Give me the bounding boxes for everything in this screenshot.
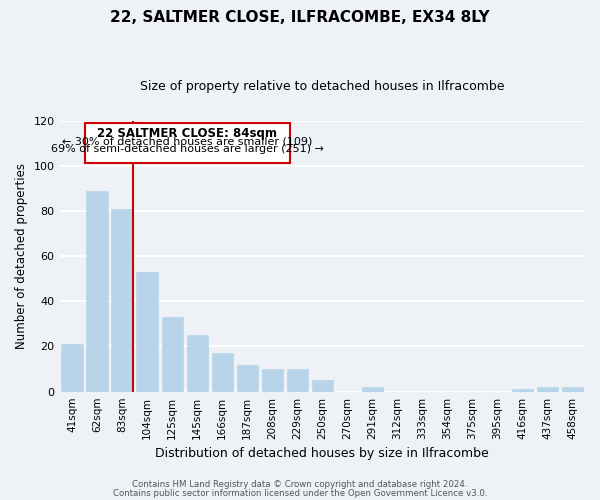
Bar bbox=[537, 387, 558, 392]
X-axis label: Distribution of detached houses by size in Ilfracombe: Distribution of detached houses by size … bbox=[155, 447, 489, 460]
Bar bbox=[86, 190, 108, 392]
Bar bbox=[311, 380, 333, 392]
Text: 69% of semi-detached houses are larger (251) →: 69% of semi-detached houses are larger (… bbox=[51, 144, 323, 154]
Y-axis label: Number of detached properties: Number of detached properties bbox=[15, 163, 28, 349]
FancyBboxPatch shape bbox=[85, 123, 290, 164]
Bar bbox=[136, 272, 158, 392]
Bar bbox=[562, 387, 583, 392]
Text: 22 SALTMER CLOSE: 84sqm: 22 SALTMER CLOSE: 84sqm bbox=[97, 128, 277, 140]
Bar bbox=[262, 369, 283, 392]
Bar bbox=[61, 344, 83, 392]
Bar bbox=[212, 354, 233, 392]
Text: Contains public sector information licensed under the Open Government Licence v3: Contains public sector information licen… bbox=[113, 490, 487, 498]
Title: Size of property relative to detached houses in Ilfracombe: Size of property relative to detached ho… bbox=[140, 80, 505, 93]
Text: ← 30% of detached houses are smaller (109): ← 30% of detached houses are smaller (10… bbox=[62, 136, 313, 146]
Bar bbox=[287, 369, 308, 392]
Bar bbox=[512, 390, 533, 392]
Bar bbox=[161, 317, 183, 392]
Bar bbox=[362, 387, 383, 392]
Bar bbox=[112, 208, 133, 392]
Bar bbox=[236, 364, 258, 392]
Text: 22, SALTMER CLOSE, ILFRACOMBE, EX34 8LY: 22, SALTMER CLOSE, ILFRACOMBE, EX34 8LY bbox=[110, 10, 490, 25]
Bar bbox=[187, 335, 208, 392]
Text: Contains HM Land Registry data © Crown copyright and database right 2024.: Contains HM Land Registry data © Crown c… bbox=[132, 480, 468, 489]
